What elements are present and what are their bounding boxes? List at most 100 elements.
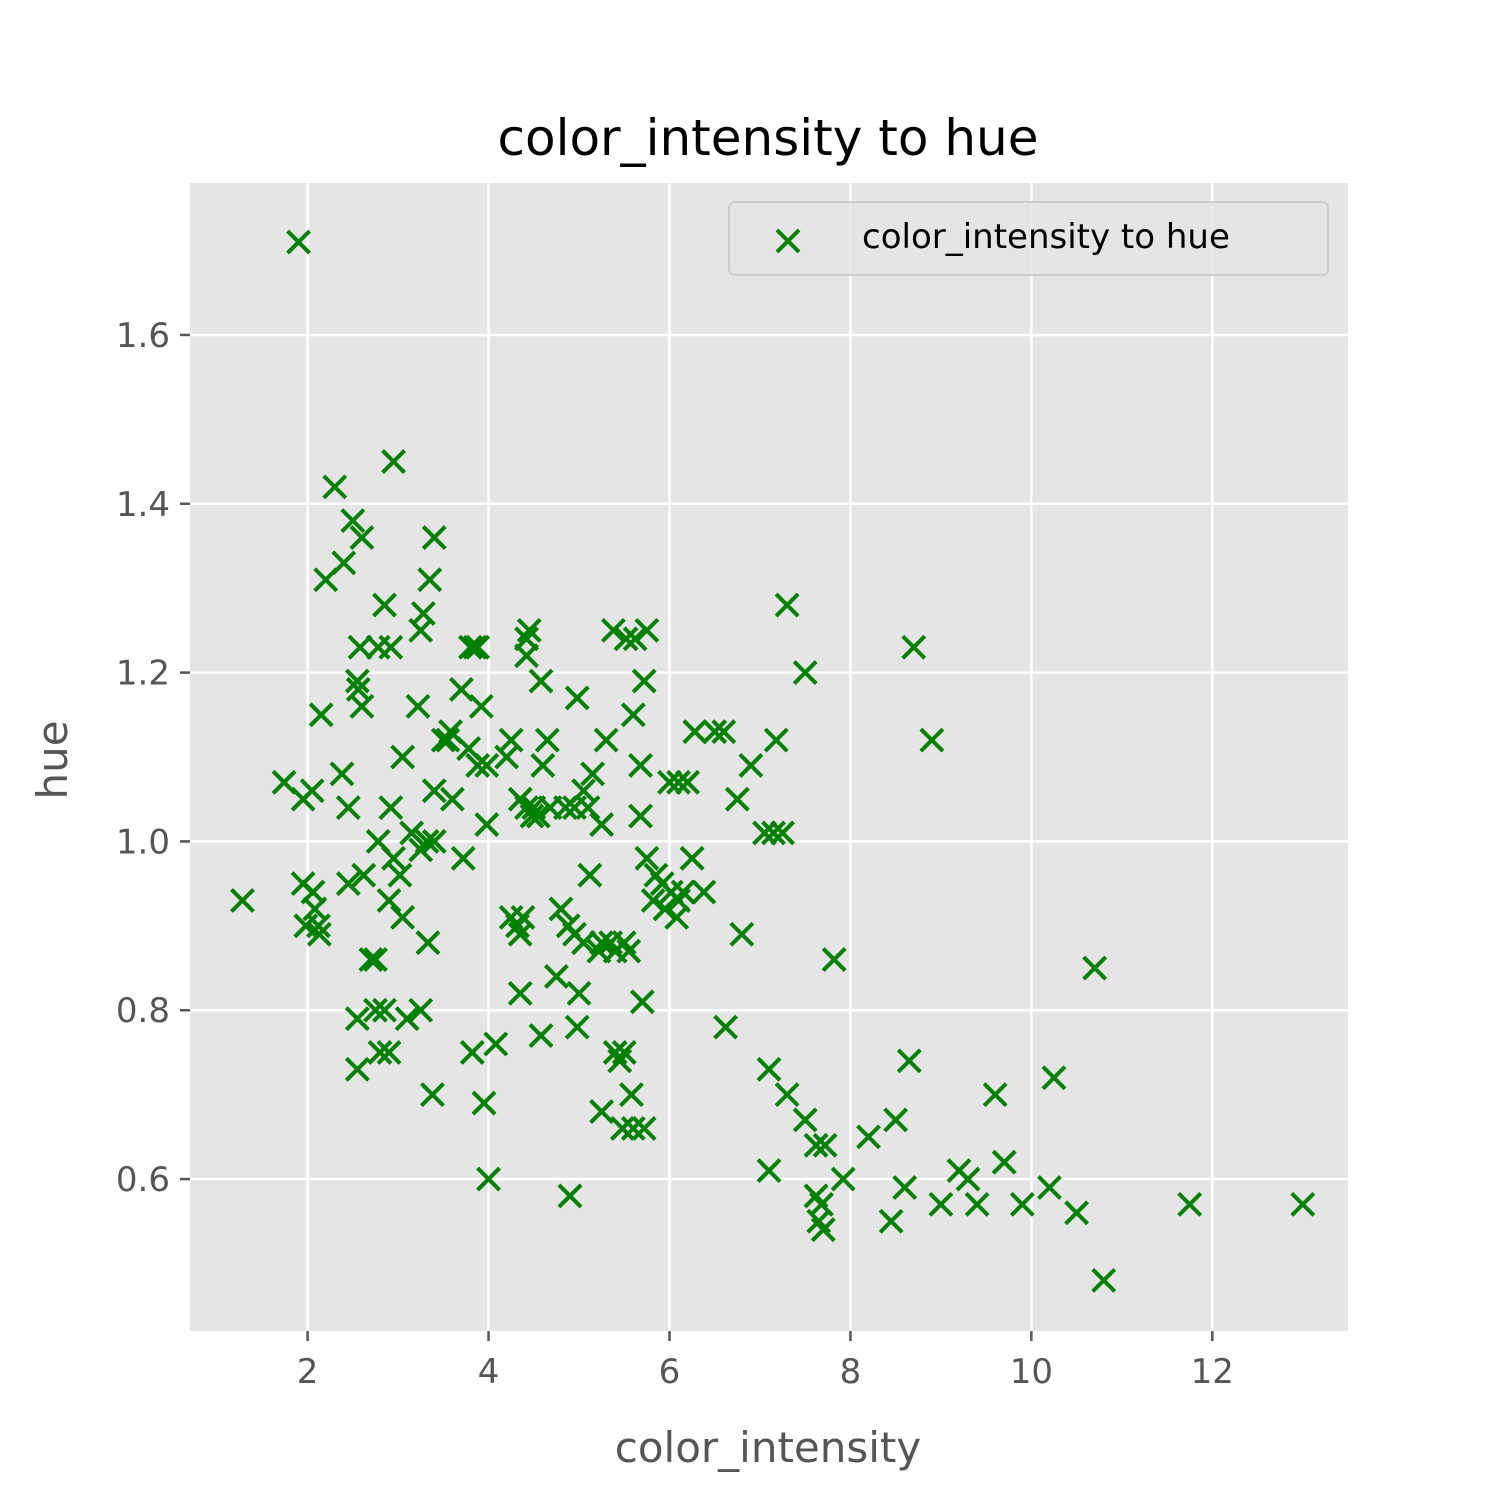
- data-point: [381, 449, 406, 474]
- data-point: [634, 845, 660, 871]
- data-point: [628, 803, 653, 829]
- x-tick-label: 12: [1191, 1352, 1234, 1392]
- data-point: [306, 913, 331, 939]
- data-point: [856, 1124, 881, 1150]
- data-point: [756, 1158, 782, 1184]
- data-point: [675, 769, 700, 795]
- data-point: [435, 727, 461, 753]
- legend-marker-x-icon: [775, 228, 801, 254]
- data-point: [928, 1191, 954, 1217]
- data-point: [394, 1006, 420, 1032]
- data-point: [564, 1014, 590, 1040]
- data-point: [415, 930, 441, 956]
- y-tick-label: 1.4: [116, 485, 170, 525]
- data-point: [610, 1115, 635, 1141]
- data-point: [347, 634, 373, 660]
- data-point: [351, 862, 377, 888]
- data-point: [421, 525, 447, 550]
- data-point: [376, 888, 402, 913]
- data-point: [670, 879, 696, 905]
- legend-label: color_intensity to hue: [862, 217, 1230, 257]
- data-point: [399, 820, 425, 846]
- data-point: [340, 508, 366, 534]
- data-point: [471, 1090, 497, 1116]
- data-point: [803, 1132, 829, 1158]
- data-point: [476, 1166, 501, 1192]
- data-point: [372, 592, 397, 618]
- y-tick-label: 1.0: [116, 822, 170, 862]
- data-point: [349, 693, 375, 719]
- data-point: [634, 617, 660, 643]
- data-point: [421, 828, 447, 854]
- data-point: [1082, 955, 1108, 981]
- x-tick-label: 4: [478, 1352, 500, 1392]
- data-point: [682, 719, 708, 745]
- data-point: [1037, 1175, 1062, 1200]
- data-point: [711, 719, 737, 745]
- data-point: [335, 795, 361, 821]
- data-point: [507, 921, 533, 947]
- data-point: [308, 702, 334, 728]
- data-point: [593, 727, 619, 753]
- data-point: [534, 727, 560, 753]
- x-tick-label: 2: [297, 1352, 319, 1392]
- data-point: [439, 786, 465, 812]
- y-tick-label: 0.6: [116, 1160, 170, 1200]
- data-point: [329, 761, 355, 787]
- data-point: [1041, 1065, 1067, 1091]
- data-point: [896, 1048, 922, 1074]
- data-point: [530, 753, 556, 778]
- data-point: [589, 1099, 615, 1124]
- data-point: [1091, 1267, 1117, 1293]
- data-point: [331, 550, 357, 576]
- data-point: [892, 1175, 918, 1200]
- data-point: [286, 229, 311, 255]
- data-point: [919, 727, 945, 753]
- y-axis-label: hue: [28, 720, 77, 799]
- data-point: [468, 693, 494, 719]
- data-point: [498, 727, 524, 753]
- x-tick-label: 10: [1010, 1352, 1053, 1392]
- data-point: [390, 904, 416, 930]
- data-point: [713, 1014, 738, 1040]
- data-point: [991, 1149, 1017, 1175]
- data-point: [679, 845, 705, 871]
- data-point: [405, 693, 431, 719]
- data-point: [901, 634, 927, 660]
- data-point: [770, 820, 795, 846]
- data-point: [738, 753, 764, 778]
- data-point: [640, 888, 666, 913]
- x-axis-label: color_intensity: [615, 1423, 922, 1472]
- data-point: [830, 1166, 856, 1192]
- data-point: [363, 947, 388, 973]
- data-point: [1177, 1191, 1203, 1217]
- data-point: [408, 617, 434, 643]
- y-tick-label: 1.2: [116, 654, 170, 694]
- data-point: [448, 677, 474, 702]
- data-point: [620, 702, 646, 728]
- data-point: [564, 685, 590, 711]
- data-point: [763, 727, 789, 753]
- data-points: [230, 229, 1316, 1293]
- x-tick-label: 8: [840, 1352, 862, 1392]
- data-point: [1009, 1191, 1035, 1217]
- data-point: [577, 862, 603, 888]
- data-point: [358, 947, 384, 973]
- data-point: [417, 567, 443, 593]
- data-point: [589, 812, 615, 837]
- data-point: [724, 786, 750, 812]
- data-point: [367, 1040, 393, 1065]
- data-point: [548, 896, 574, 922]
- legend: color_intensity to hue: [728, 201, 1329, 276]
- data-point: [378, 795, 404, 821]
- data-point: [589, 930, 615, 956]
- data-point: [821, 947, 847, 973]
- legend-x-marker: [775, 228, 801, 254]
- data-point: [421, 778, 447, 804]
- data-point: [335, 871, 361, 897]
- data-point: [631, 1115, 657, 1141]
- data-point: [964, 1191, 990, 1217]
- data-point: [543, 964, 569, 989]
- data-point: [616, 938, 642, 964]
